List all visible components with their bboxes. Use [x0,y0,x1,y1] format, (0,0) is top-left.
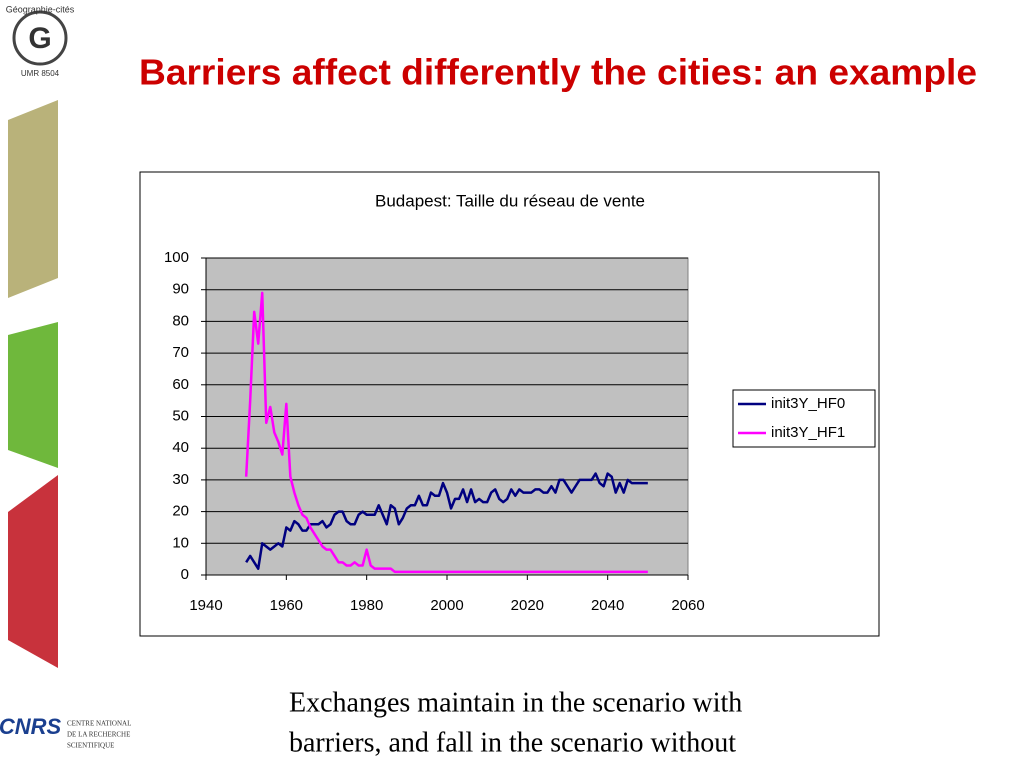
institution-line: SCIENTIFIQUE [67,742,114,750]
y-tick-label: 40 [172,439,189,456]
logo-unit: UMR 8504 [21,69,60,78]
legend-label: init3Y_HF1 [771,424,845,441]
institution-line: CENTRE NATIONAL [67,720,131,728]
slide-title: Barriers affect differently the cities: … [139,52,977,93]
y-tick-label: 50 [172,407,189,424]
legend-label: init3Y_HF0 [771,395,845,412]
caption-line: barriers, and fall in the scenario witho… [289,727,736,758]
series-line [244,291,648,574]
x-tick-label: 2060 [671,597,704,614]
logo-name: Géographie-cités [6,4,75,14]
y-tick-label: 70 [172,344,189,361]
x-tick-label: 1980 [350,597,383,614]
y-tick-label: 60 [172,376,189,393]
y-tick-label: 30 [172,471,189,488]
x-tick-label: 1960 [270,597,303,614]
x-tick-label: 2040 [591,597,624,614]
y-tick-label: 80 [172,312,189,329]
y-tick-label: 90 [172,281,189,298]
x-tick-label: 1940 [189,597,222,614]
decor-city [8,475,58,668]
y-tick-label: 100 [164,249,189,266]
y-tick-label: 20 [172,503,189,520]
caption-line: Exchanges maintain in the scenario with [289,687,742,718]
x-tick-label: 2020 [511,597,544,614]
logo-ring [12,10,68,66]
x-tick-label: 2000 [430,597,463,614]
y-tick-label: 0 [181,566,189,583]
logo-g: G [28,22,51,55]
legend-box [732,389,876,448]
decor-map [8,100,58,298]
chart-title: Budapest: Taille du réseau de vente [375,191,645,210]
institution-line: DE LA RECHERCHE [67,731,130,739]
cnrs-logo: CNRS [0,714,61,739]
decor-fields [8,322,58,468]
series-line [245,472,648,570]
y-tick-label: 10 [172,534,189,551]
